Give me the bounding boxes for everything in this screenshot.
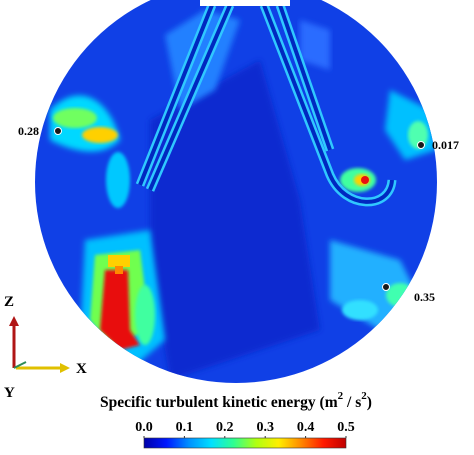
- monitor-point-label: 0.017: [432, 138, 459, 152]
- colorbar-ticks: 0.0 0.1 0.2 0.3 0.4 0.5: [135, 420, 355, 438]
- lower-left-red-region: [100, 270, 140, 350]
- monitor-point-label: 0.28: [18, 124, 39, 138]
- left-wall-yellow-spot: [82, 127, 118, 143]
- low-energy-region: [150, 60, 320, 380]
- z-axis-arrowhead: [9, 316, 19, 326]
- axes-triad: Z X Y: [4, 294, 87, 401]
- colorbar-tick-label: 0.5: [337, 420, 355, 435]
- colorbar-title: Specific turbulent kinetic energy (m2 / …: [100, 390, 372, 411]
- middle-pipe-inner: [148, 4, 232, 191]
- lower-left-orange-cell: [115, 266, 123, 274]
- lower-right-cyan-spot: [342, 300, 378, 320]
- svg-text:Specific turbulent kinetic ene: Specific turbulent kinetic energy (m2 / …: [100, 390, 372, 411]
- top-right-region: [300, 20, 330, 70]
- colorbar-tick-label: 0.4: [297, 420, 315, 435]
- right-pipe-b-inner: [278, 4, 332, 151]
- x-axis-arrowhead: [60, 363, 70, 373]
- x-axis-label: X: [76, 361, 87, 377]
- left-pipe-inner: [138, 4, 214, 186]
- y-axis-label: Y: [4, 385, 15, 401]
- monitor-points: 0.28 0.017 0.35: [18, 124, 459, 304]
- right-pipe-inner: [262, 4, 394, 204]
- monitor-point-label: 0.35: [414, 290, 435, 304]
- colorbar-label-mid: / s: [343, 394, 361, 411]
- colorbar: [143, 437, 347, 449]
- monitor-point-marker: [54, 127, 62, 135]
- monitor-point-marker: [382, 283, 390, 291]
- lower-left-yellow-cell: [108, 255, 130, 267]
- monitor-point-marker: [417, 141, 425, 149]
- lower-right-green-spot: [386, 283, 414, 307]
- left-plume-cyan: [106, 152, 130, 208]
- colorbar-label-sup2: 2: [361, 390, 367, 402]
- colorbar-label: Specific turbulent kinetic energy (m: [100, 394, 338, 411]
- lower-left-green-streak: [135, 285, 155, 345]
- colorbar-tick-label: 0.1: [176, 420, 194, 435]
- bend-red-spot: [361, 176, 369, 184]
- contour-disk: [35, 0, 437, 383]
- colorbar-tick-label: 0.3: [256, 420, 274, 435]
- colorbar-tick-label: 0.2: [216, 420, 234, 435]
- left-wall-green-spot: [53, 108, 97, 128]
- z-axis-label: Z: [4, 294, 14, 310]
- colorbar-label-end: ): [367, 394, 372, 411]
- colorbar-tick-label: 0.0: [135, 420, 153, 435]
- pipe-layer: [135, 3, 397, 207]
- y-axis-arrow: [13, 361, 27, 369]
- colorbar-label-sup1: 2: [338, 390, 344, 402]
- top-cut: [200, 0, 290, 6]
